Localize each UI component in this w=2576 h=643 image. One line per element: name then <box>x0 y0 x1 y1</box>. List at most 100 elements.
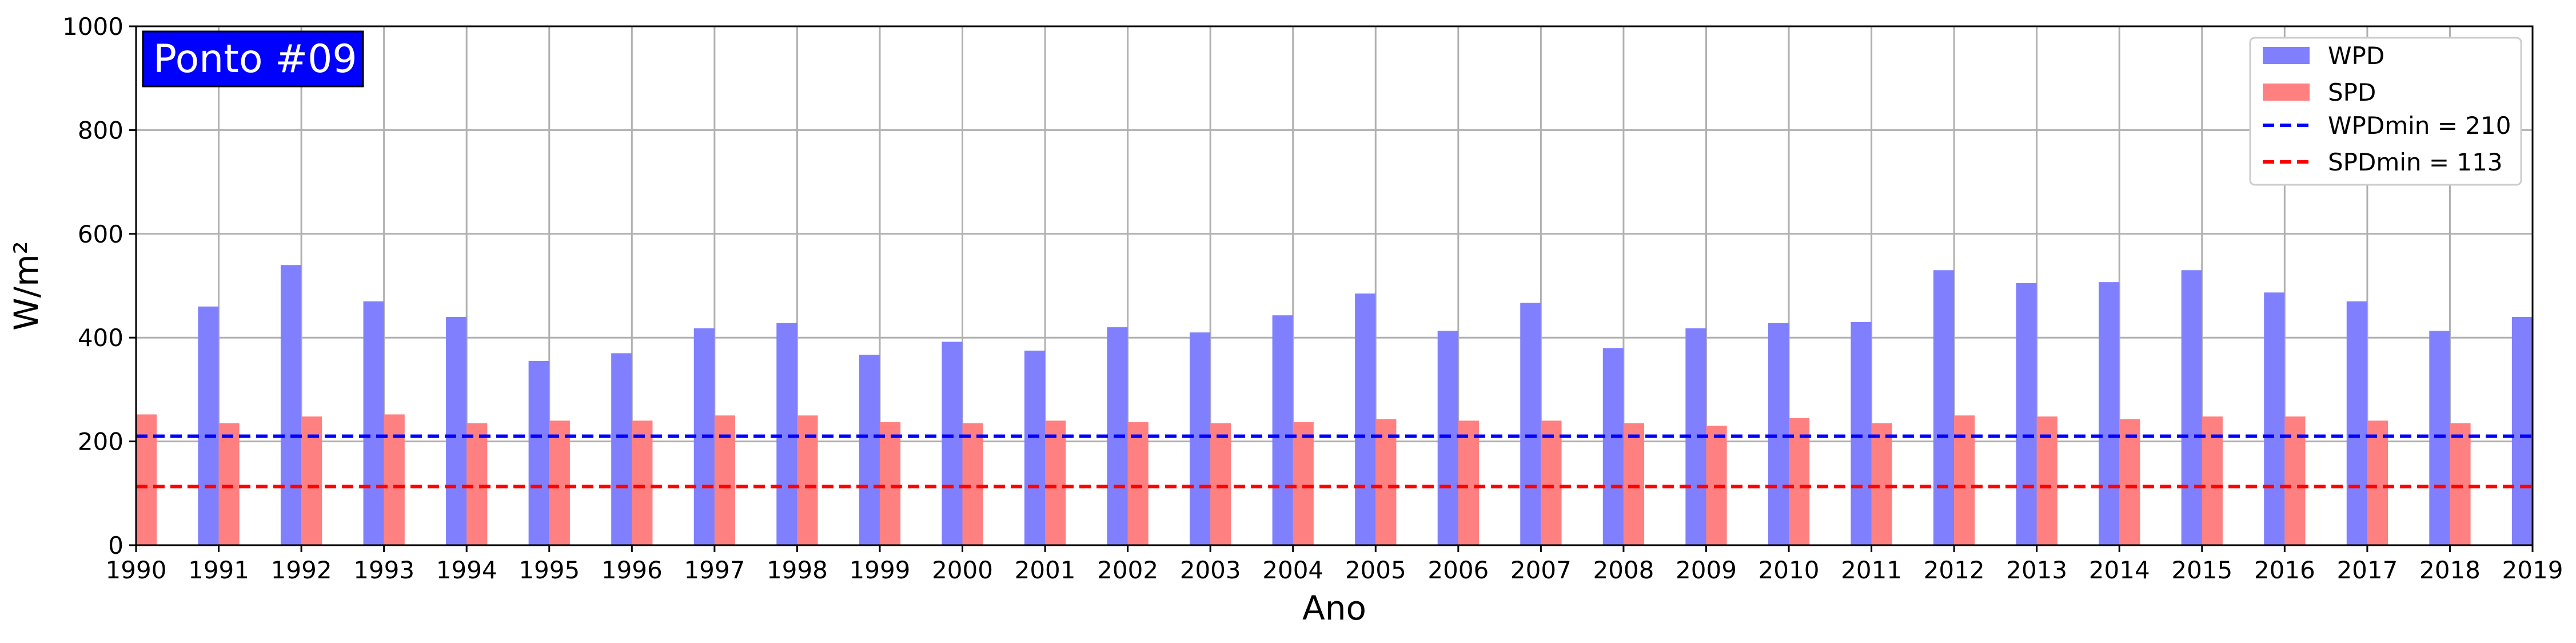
reference-lines <box>136 434 2533 489</box>
wpd-bar-1992 <box>280 265 302 545</box>
spd-bar-2004 <box>1293 422 1314 545</box>
spd-bar-1999 <box>879 422 901 545</box>
ticks: 1990 1991 1992 1993 1994 1995 1996 1997 1998 1999… <box>62 13 2563 584</box>
spd-bar-1994 <box>466 423 488 545</box>
legend-box <box>2249 37 2522 186</box>
y-tick-label: 1000 <box>62 13 123 41</box>
spd-bar-2003 <box>1210 423 1231 545</box>
y-tick-label: 200 <box>78 428 123 456</box>
wpd-bar-1991 <box>198 306 219 545</box>
y-tick-label: 400 <box>78 324 123 352</box>
wpd-bar-1994 <box>446 316 467 545</box>
wpd-bar-2004 <box>1272 315 1293 545</box>
wpd-bar-2007 <box>1520 303 1541 545</box>
x-tick-label: 1992 <box>271 556 332 584</box>
x-tick-label: 2003 <box>1180 556 1241 584</box>
y-tick-label: 600 <box>78 220 123 248</box>
wpd-bar-1998 <box>776 323 797 545</box>
legend-spd-swatch <box>2263 84 2310 101</box>
wpd-bar-2016 <box>2264 292 2285 545</box>
x-tick-label: 1995 <box>519 556 580 584</box>
wpd-bar-2017 <box>2346 301 2367 545</box>
plot-frame <box>135 25 2534 546</box>
spd-bar-2001 <box>1045 420 1066 545</box>
x-tick-label: 1998 <box>767 556 828 584</box>
wpd-bar-2014 <box>2099 282 2120 545</box>
spd-bar-2002 <box>1127 422 1149 545</box>
wpd-bar-2011 <box>1851 322 1872 545</box>
wpd-bar-2006 <box>1437 331 1458 545</box>
x-tick-label: 1999 <box>850 556 911 584</box>
y-axis-label: W/m² <box>7 241 46 331</box>
x-tick-label: 2017 <box>2336 556 2398 584</box>
spd-bar-2015 <box>2202 416 2223 545</box>
x-tick-label: 2000 <box>932 556 993 584</box>
wpd-bar-2013 <box>2016 283 2037 545</box>
x-tick-label: 2008 <box>1593 556 1654 584</box>
spd-bar-1991 <box>218 423 240 545</box>
x-tick-label: 1993 <box>353 556 414 584</box>
wpd-bar-2015 <box>2181 270 2202 545</box>
spd-bar-2005 <box>1375 419 1397 545</box>
y-tick-label: 0 <box>108 531 123 559</box>
x-tick-label: 2001 <box>1015 556 1076 584</box>
badge-box <box>142 30 364 88</box>
x-tick-label: 2007 <box>1510 556 1572 584</box>
x-tick-label: 2004 <box>1262 556 1323 584</box>
spd-bar-1993 <box>384 414 405 545</box>
wpd-bar-2019 <box>2511 316 2533 545</box>
legend: WPD SPD WPDmin = 210 SPDmin = 113 <box>2249 37 2522 186</box>
wpd-bar-2018 <box>2429 331 2450 545</box>
wpd-bar-2012 <box>1933 270 1955 545</box>
x-tick-label: 1997 <box>684 556 745 584</box>
x-tick-label: 2016 <box>2254 556 2315 584</box>
spd-bar-1996 <box>632 420 653 545</box>
x-tick-label: 2005 <box>1345 556 1406 584</box>
x-tick-label: 2002 <box>1097 556 1158 584</box>
x-tick-label: 1990 <box>106 556 167 584</box>
x-tick-label: 1996 <box>601 556 663 584</box>
y-tick-label: 800 <box>78 116 123 144</box>
badge: Ponto #09 <box>142 30 364 88</box>
x-tick-label: 1994 <box>436 556 497 584</box>
x-tick-label: 2010 <box>1758 556 1820 584</box>
wpd-bar-2005 <box>1355 293 1376 545</box>
spd-bar-1992 <box>301 416 322 545</box>
spd-bar-2011 <box>1871 423 1892 545</box>
wpd-bar-1996 <box>611 353 632 545</box>
spd-bar-2000 <box>962 423 983 545</box>
spd-bar-2008 <box>1623 423 1645 545</box>
badge-text: Ponto #09 <box>153 37 357 82</box>
spd-bar-2018 <box>2450 423 2471 545</box>
wpd-bar-2003 <box>1190 332 1211 545</box>
legend-wpd-swatch <box>2263 47 2310 64</box>
wpd-bar-2008 <box>1602 348 1624 545</box>
wpd-bar-2001 <box>1024 350 1046 545</box>
x-tick-label: 2015 <box>2171 556 2232 584</box>
spd-bar-1990 <box>136 414 157 545</box>
x-tick-label: 2012 <box>1924 556 1985 584</box>
wpd-bar-1995 <box>528 361 549 545</box>
wpd-bar-2010 <box>1768 323 1789 545</box>
legend-wpdmin-label: WPDmin = 210 <box>2328 112 2511 140</box>
spd-bar-2007 <box>1541 420 1562 545</box>
x-tick-label: 2006 <box>1427 556 1489 584</box>
legend-wpd-label: WPD <box>2328 42 2384 70</box>
spd-bar-2006 <box>1458 420 1479 545</box>
spd-bar-2014 <box>2119 419 2140 545</box>
x-tick-label: 2019 <box>2502 556 2563 584</box>
x-tick-label: 2011 <box>1841 556 1902 584</box>
spd-bar-2010 <box>1789 418 1810 545</box>
wpd-bar-1999 <box>859 355 880 545</box>
legend-spd-label: SPD <box>2328 78 2376 106</box>
spd-bar-2016 <box>2284 416 2306 545</box>
x-tick-label: 2018 <box>2419 556 2481 584</box>
x-tick-label: 2013 <box>2006 556 2067 584</box>
x-axis-label: Ano <box>1302 589 1366 628</box>
wpd-bar-1993 <box>363 301 384 545</box>
spd-bar-2013 <box>2036 416 2057 545</box>
spd-bar-2017 <box>2367 420 2388 545</box>
spd-bar-1995 <box>549 420 570 545</box>
x-tick-label: 2009 <box>1676 556 1737 584</box>
